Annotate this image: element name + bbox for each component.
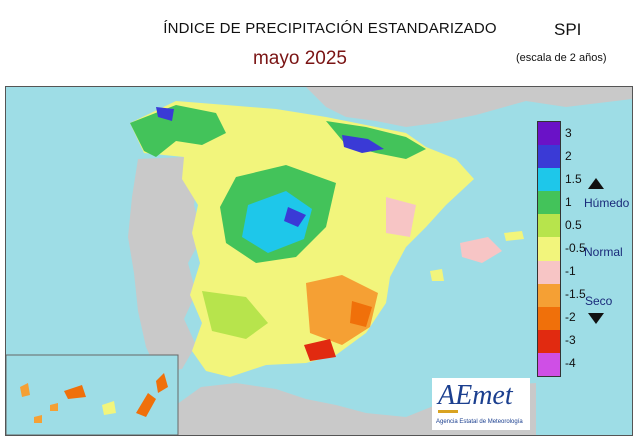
legend-band (538, 214, 560, 238)
almeria-dry-zone (304, 339, 336, 361)
legend-tick: 3 (565, 125, 572, 140)
dry-arrow-icon (588, 313, 604, 324)
seco-label: Seco (585, 294, 613, 308)
central-deep-blue-zone (284, 207, 306, 227)
south-wet-zone (202, 291, 268, 339)
legend-tick: -2 (565, 310, 576, 325)
canary-lanzarote (156, 373, 168, 393)
humedo-label: Húmedo (584, 196, 630, 210)
legend-tick: 1 (565, 194, 572, 209)
canary-fuerteventura (136, 393, 156, 417)
legend-band (538, 168, 560, 192)
spi-legend (537, 121, 561, 377)
legend-band (538, 306, 560, 330)
legend-band (538, 122, 560, 146)
legend-band (538, 260, 560, 284)
logo-tagline: Agencia Estatal de Meteorología (436, 419, 523, 425)
east-normal-dry-zone (386, 197, 416, 237)
northwest-blue-zone (156, 107, 174, 121)
portugal-land (128, 157, 202, 373)
menorca (504, 231, 524, 241)
legend-tick: -0.5 (565, 241, 586, 255)
logo-accent (438, 410, 458, 413)
legend-tick: -1.5 (565, 287, 586, 302)
scale-note: (escala de 2 años) (516, 52, 607, 64)
map-title: ÍNDICE DE PRECIPITACIÓN ESTANDARIZADO (163, 20, 497, 37)
canary-gran-canaria (102, 401, 116, 415)
map-frame (5, 86, 633, 436)
legend-band (538, 283, 560, 307)
legend-tick: -1 (565, 264, 576, 279)
legend-band (538, 352, 560, 376)
legend-tick: 1.5 (565, 171, 582, 186)
aemet-logo: AEmet Agencia Estatal de Meteorología (432, 378, 530, 430)
mallorca (460, 237, 502, 263)
legend-tick: 0.5 (565, 217, 582, 232)
legend-tick: -4 (565, 356, 576, 371)
map-subtitle: mayo 2025 (252, 48, 347, 69)
north-wet-zone (130, 105, 226, 157)
southeast-very-dry-zone (350, 301, 372, 327)
legend-tick: 2 (565, 148, 572, 163)
legend-band (538, 329, 560, 353)
pyrenees-wet-zone (326, 121, 426, 159)
canary-inset (6, 354, 179, 435)
france-land (306, 87, 632, 127)
pyrenees-blue-zone (342, 135, 384, 153)
legend-band (538, 145, 560, 169)
legend-tick: -3 (565, 333, 576, 348)
logo-wordmark: AEmet (438, 380, 513, 411)
index-label: SPI (554, 20, 582, 39)
southeast-dry-zone (306, 275, 378, 345)
legend-band (538, 191, 560, 215)
canary-hierro (34, 415, 42, 423)
spi-map (6, 87, 632, 435)
canary-la-palma (20, 383, 30, 397)
canary-tenerife (64, 385, 86, 399)
normal-label: Normal (584, 245, 623, 259)
ibiza (430, 269, 444, 281)
legend-band (538, 237, 560, 261)
central-blue-zone (242, 191, 312, 253)
canary-gomera (50, 403, 58, 411)
wet-arrow-icon (588, 178, 604, 189)
